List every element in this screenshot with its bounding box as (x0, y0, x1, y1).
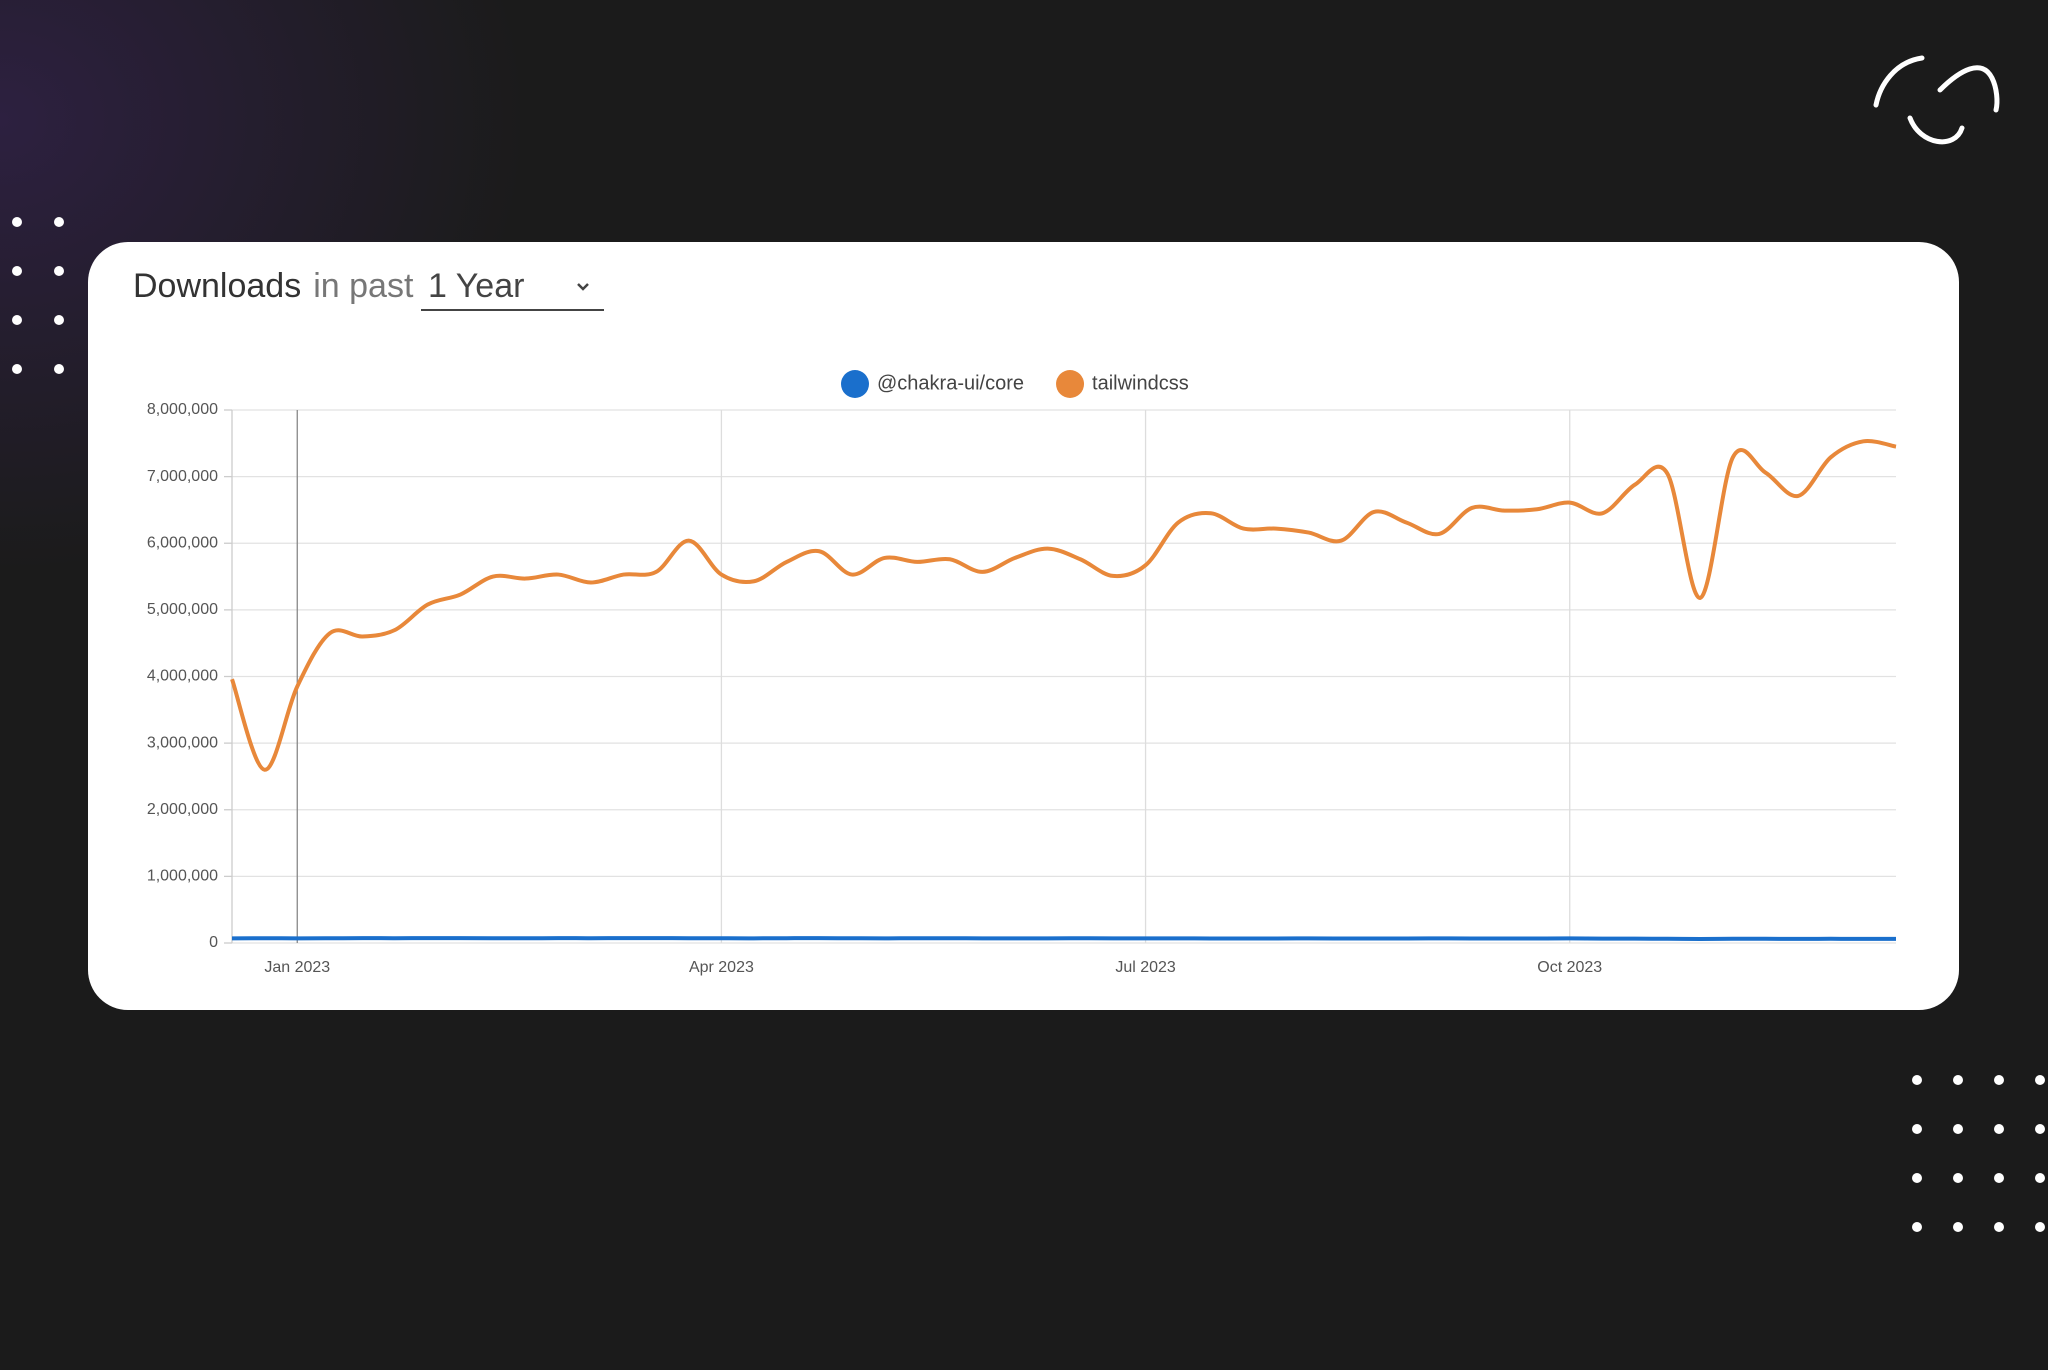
dot (1994, 1222, 2004, 1232)
legend-label: @chakra-ui/core (877, 372, 1024, 394)
dot (2035, 1124, 2045, 1134)
y-tick-label: 6,000,000 (147, 534, 218, 551)
y-tick-label: 4,000,000 (147, 668, 218, 685)
dot (12, 315, 22, 325)
dot (54, 217, 64, 227)
period-select[interactable]: 1 Year (421, 267, 604, 311)
y-tick-label: 0 (209, 934, 218, 951)
dot (54, 266, 64, 276)
y-tick-label: 1,000,000 (147, 868, 218, 885)
dot (12, 266, 22, 276)
header-subtitle: in past (313, 267, 414, 305)
x-tick-label: Jan 2023 (264, 959, 330, 976)
y-tick-label: 5,000,000 (147, 601, 218, 618)
dropdown-arrow[interactable] (577, 283, 589, 291)
dot (1994, 1173, 2004, 1183)
dot (1912, 1222, 1922, 1232)
header-title: Downloads (133, 267, 301, 305)
chart: 0 1,000,000 2,000,000 3,000,000 4,000,000 5,0… (147, 370, 1897, 976)
dot (2035, 1075, 2045, 1085)
y-tick-label: 7,000,000 (147, 468, 218, 485)
dot (1953, 1173, 1963, 1183)
logo-arc (1937, 65, 2000, 113)
dot (2035, 1173, 2045, 1183)
x-tick-label: Oct 2023 (1537, 959, 1602, 976)
legend-swatch (1056, 370, 1085, 398)
series-line (230, 438, 1897, 772)
y-tick-label: 3,000,000 (147, 734, 218, 751)
dot (12, 364, 22, 374)
dot (2035, 1222, 2045, 1232)
dot (1912, 1173, 1922, 1183)
logo-arc (1907, 115, 1965, 145)
period-value[interactable]: 1 Year (428, 267, 524, 305)
logo-arc (1873, 55, 1925, 108)
dot (1994, 1124, 2004, 1134)
y-tick-label: 2,000,000 (147, 801, 218, 818)
y-tick-label: 8,000,000 (147, 401, 218, 418)
dot (1953, 1222, 1963, 1232)
dot (1994, 1075, 2004, 1085)
decor-dots (12, 217, 2045, 1232)
dot (54, 315, 64, 325)
dot (12, 217, 22, 227)
legend-label: tailwindcss (1092, 372, 1189, 394)
x-tick-label: Jul 2023 (1115, 959, 1176, 976)
dot (1912, 1124, 1922, 1134)
logo (1873, 55, 2000, 145)
legend-swatch (841, 370, 869, 398)
dot (1953, 1124, 1963, 1134)
dot (1912, 1075, 1922, 1085)
card (88, 242, 1959, 1010)
dot (54, 364, 64, 374)
series-line (231, 936, 1897, 942)
x-tick-label: Apr 2023 (689, 959, 754, 976)
dot (1953, 1075, 1963, 1085)
